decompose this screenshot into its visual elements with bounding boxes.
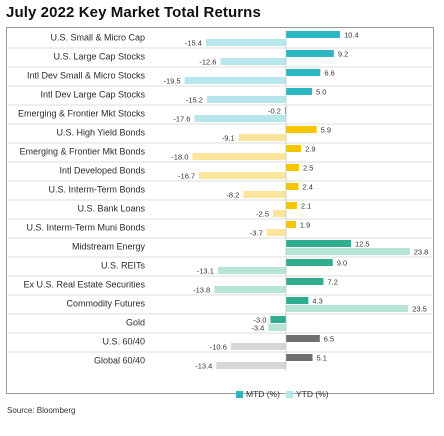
mtd-value-label: 5.0: [316, 88, 326, 97]
ytd-bar: [230, 343, 286, 350]
category-label: Emerging & Frontier Mkt Bonds: [19, 147, 145, 157]
category-label: Intl Developed Bonds: [59, 166, 145, 176]
mtd-bar: [286, 183, 299, 190]
mtd-bar: [286, 50, 334, 57]
ytd-bar: [268, 324, 286, 331]
ytd-bar: [184, 77, 286, 84]
ytd-value-label: -13.4: [195, 362, 212, 371]
category-label: Global 60/40: [94, 356, 145, 366]
chart-title: July 2022 Key Market Total Returns: [6, 4, 261, 21]
mtd-value-label: 4.3: [312, 297, 322, 306]
ytd-value-label: 23.8: [414, 248, 429, 257]
ytd-bar: [205, 39, 286, 46]
mtd-value-label: 10.4: [344, 31, 359, 40]
ytd-bar: [238, 134, 286, 141]
category-label: U.S. Large Cap Stocks: [53, 52, 145, 62]
category-label: U.S. Interm-Term Bonds: [48, 185, 145, 195]
ytd-bar: [192, 153, 286, 160]
mtd-bar: [286, 31, 341, 38]
legend-swatch-ytd: [286, 391, 293, 398]
source-note: Source: Bloomberg: [7, 406, 76, 415]
chart-frame: [6, 27, 434, 394]
ytd-value-label: -15.2: [186, 96, 203, 105]
ytd-bar: [214, 286, 286, 293]
ytd-bar: [194, 115, 286, 122]
ytd-bar: [216, 362, 286, 369]
legend-label-ytd: YTD (%): [296, 389, 329, 399]
mtd-value-label: 9.0: [337, 259, 347, 268]
category-label: Intl Dev Small & Micro Stocks: [27, 71, 146, 81]
ytd-bar: [206, 96, 286, 103]
ytd-value-label: -10.6: [210, 343, 227, 352]
mtd-value-label: 2.4: [302, 183, 312, 192]
mtd-bar: [286, 69, 321, 76]
ytd-value-label: -2.5: [256, 210, 269, 219]
ytd-value-label: -16.7: [178, 172, 195, 181]
mtd-bar: [286, 278, 324, 285]
category-label: Gold: [126, 318, 145, 328]
mtd-value-label: -3.0: [253, 316, 266, 325]
mtd-value-label: 9.2: [338, 50, 348, 59]
category-label: Midstream Energy: [72, 242, 146, 252]
ytd-value-label: -9.1: [222, 134, 235, 143]
mtd-bar: [286, 126, 317, 133]
mtd-value-label: 6.6: [324, 69, 334, 78]
ytd-value-label: -17.6: [173, 115, 190, 124]
category-label: U.S. Small & Micro Cap: [50, 33, 145, 43]
category-label: Emerging & Frontier Mkt Stocks: [18, 109, 146, 119]
ytd-bar: [220, 58, 286, 65]
mtd-value-label: -0.2: [268, 107, 281, 116]
mtd-value-label: 6.5: [324, 335, 334, 344]
mtd-bar: [284, 107, 287, 114]
ytd-value-label: -3.7: [250, 229, 263, 238]
ytd-value-label: -19.5: [163, 77, 180, 86]
ytd-bar: [243, 191, 286, 198]
mtd-value-label: 12.5: [355, 240, 370, 249]
mtd-bar: [286, 335, 320, 342]
category-label: Intl Dev Large Cap Stocks: [40, 90, 145, 100]
ytd-value-label: -18.0: [171, 153, 188, 162]
ytd-value-label: -15.4: [185, 39, 202, 48]
mtd-bar: [286, 354, 313, 361]
mtd-bar: [286, 221, 296, 228]
ytd-value-label: -12.6: [199, 58, 216, 67]
mtd-bar: [286, 88, 312, 95]
mtd-value-label: 2.9: [305, 145, 315, 154]
mtd-value-label: 5.9: [321, 126, 331, 135]
mtd-bar: [286, 297, 309, 304]
category-label: U.S. High Yield Bonds: [56, 128, 145, 138]
mtd-value-label: 5.1: [317, 354, 327, 363]
mtd-bar: [286, 240, 351, 247]
ytd-bar: [217, 267, 286, 274]
legend-label-mtd: MTD (%): [246, 389, 280, 399]
ytd-bar: [273, 210, 286, 217]
mtd-bar: [286, 259, 333, 266]
ytd-value-label: -3.4: [251, 324, 264, 333]
category-label: U.S. 60/40: [102, 337, 145, 347]
mtd-value-label: 2.1: [301, 202, 311, 211]
mtd-bar: [270, 316, 286, 323]
category-label: Ex U.S. Real Estate Securities: [23, 280, 145, 290]
mtd-bar: [286, 164, 299, 171]
ytd-bar: [199, 172, 286, 179]
ytd-value-label: -8.2: [226, 191, 239, 200]
ytd-value-label: -13.1: [197, 267, 214, 276]
category-label: U.S. Interm-Term Muni Bonds: [26, 223, 145, 233]
mtd-bar: [286, 145, 302, 152]
ytd-bar: [266, 229, 286, 236]
category-label: Commodity Futures: [66, 299, 145, 309]
mtd-value-label: 7.2: [327, 278, 337, 287]
legend-swatch-mtd: [236, 391, 243, 398]
category-label: U.S. Bank Loans: [77, 204, 145, 214]
mtd-value-label: 2.5: [303, 164, 313, 173]
ytd-bar: [286, 305, 409, 312]
mtd-value-label: 1.9: [300, 221, 310, 230]
mtd-bar: [286, 202, 297, 209]
ytd-bar: [286, 248, 410, 255]
ytd-value-label: -13.8: [193, 286, 210, 295]
category-label: U.S. REITs: [101, 261, 146, 271]
ytd-value-label: 23.5: [412, 305, 427, 314]
